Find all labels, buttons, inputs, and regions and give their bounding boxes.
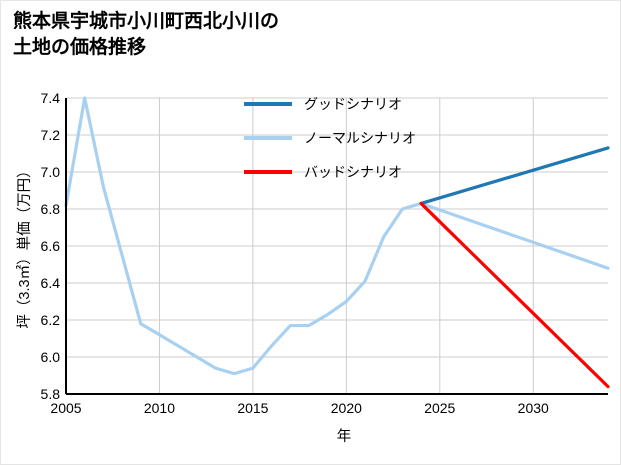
x-tick-label: 2005 bbox=[50, 400, 81, 416]
y-tick-label: 6.6 bbox=[41, 238, 61, 254]
y-tick-label: 5.8 bbox=[41, 386, 61, 402]
y-tick-label: 6.2 bbox=[41, 312, 61, 328]
data-series-group bbox=[64, 96, 610, 389]
legend-label: ノーマルシナリオ bbox=[304, 130, 416, 146]
legend-label: バッドシナリオ bbox=[304, 164, 402, 180]
y-axis-title: 坪（3.3㎡）単価（万円） bbox=[16, 163, 33, 328]
y-tick-label: 7.4 bbox=[41, 90, 61, 106]
x-tick-label: 2010 bbox=[144, 400, 175, 416]
y-tick-label: 7.2 bbox=[41, 127, 61, 143]
y-tick-label: 6.0 bbox=[41, 349, 61, 365]
y-tick-label: 6.8 bbox=[41, 201, 61, 217]
y-tick-label: 6.4 bbox=[41, 275, 61, 291]
y-tick-labels: 5.8 6.0 6.2 6.4 6.6 6.8 7.0 7.2 7.4 bbox=[41, 90, 61, 402]
x-tick-label: 2030 bbox=[518, 400, 549, 416]
series-line bbox=[419, 146, 610, 206]
legend-label: グッドシナリオ bbox=[304, 96, 402, 112]
series-line bbox=[419, 201, 610, 389]
axis-spines bbox=[65, 98, 608, 395]
x-tick-label: 2025 bbox=[424, 400, 455, 416]
x-tick-label: 2015 bbox=[237, 400, 268, 416]
chart-title: 熊本県宇城市小川町西北小川の 土地の価格推移 bbox=[13, 11, 280, 59]
x-axis-title: 年 bbox=[337, 428, 352, 445]
y-tick-label: 7.0 bbox=[41, 164, 61, 180]
x-tick-label: 2020 bbox=[331, 400, 362, 416]
x-tick-labels: 2005 2010 2015 2020 2025 2030 bbox=[50, 400, 549, 416]
series-line bbox=[64, 96, 610, 376]
